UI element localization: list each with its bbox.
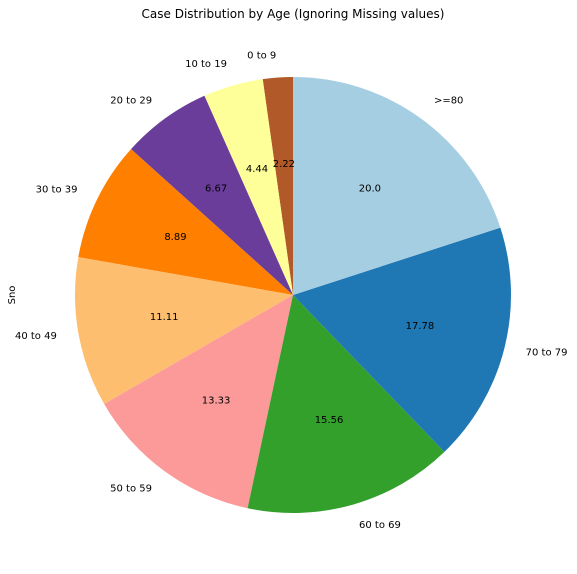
pie-slices — [75, 77, 512, 514]
pie-slice-10-to-19 — [204, 79, 293, 296]
pie-slice-40-to-49 — [75, 257, 294, 404]
slice-label-40-to-49: 40 to 49 — [15, 331, 57, 342]
pie-slice-20-to-29 — [131, 95, 293, 295]
slice-label-gte-80: >=80 — [434, 96, 463, 107]
slice-label-60-to-69: 60 to 69 — [359, 520, 401, 531]
slice-label-10-to-19: 10 to 19 — [185, 59, 227, 70]
slice-value-20-to-29: 6.67 — [205, 184, 227, 195]
pie-slice-50-to-59 — [104, 295, 294, 509]
slice-value-70-to-79: 17.78 — [406, 321, 435, 332]
slice-value-30-to-39: 8.89 — [164, 232, 186, 243]
slice-value-50-to-59: 13.33 — [202, 395, 231, 406]
pie-slice-70-to-79 — [293, 227, 512, 452]
chart-title: Case Distribution by Age (Ignoring Missi… — [142, 7, 445, 21]
slice-value-gte-80: 20.0 — [359, 184, 381, 195]
slice-label-0-to-9: 0 to 9 — [247, 50, 276, 61]
slice-value-40-to-49: 11.11 — [150, 312, 179, 323]
pie-slice-60-to-69 — [247, 295, 445, 514]
pie-slice-gte-80 — [293, 77, 501, 295]
pie-slice-0-to-9 — [262, 77, 293, 295]
pie-labels: 0 to 9 2.22 10 to 19 4.44 20 to 29 6.67 30 to … — [15, 50, 568, 531]
slice-value-0-to-9: 2.22 — [273, 159, 295, 170]
y-axis-label: Sno — [7, 286, 18, 305]
slice-value-60-to-69: 15.56 — [315, 415, 344, 426]
slice-label-50-to-59: 50 to 59 — [110, 483, 152, 494]
slice-label-70-to-79: 70 to 79 — [526, 348, 568, 359]
slice-value-10-to-19: 4.44 — [246, 164, 268, 175]
slice-label-20-to-29: 20 to 29 — [110, 95, 152, 106]
pie-slice-30-to-39 — [78, 149, 293, 295]
slice-label-30-to-39: 30 to 39 — [36, 184, 78, 195]
